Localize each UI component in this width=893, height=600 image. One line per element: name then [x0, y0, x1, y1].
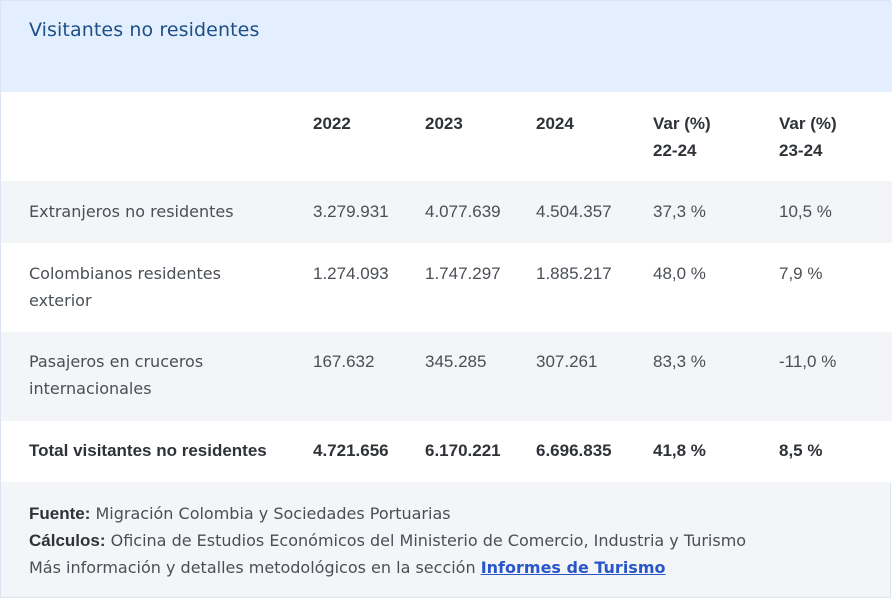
- card-title: Visitantes no residentes: [29, 19, 260, 41]
- cell-2024: 4.504.357: [536, 202, 612, 221]
- source-label: Fuente:: [29, 504, 91, 523]
- more-info-text: Más información y detalles metodológicos…: [29, 558, 481, 577]
- header-var-23-24: Var (%) 23-24: [779, 114, 837, 160]
- cell-2023: 1.747.297: [425, 264, 501, 283]
- row-label: Colombianos residentes exterior: [29, 264, 221, 310]
- table-notes: Fuente: Migración Colombia y Sociedades …: [29, 500, 746, 581]
- header-2024: 2024: [536, 114, 574, 133]
- total-2022: 4.721.656: [313, 441, 389, 460]
- cell-var-23-24: -11,0 %: [779, 352, 837, 371]
- source-note: Fuente: Migración Colombia y Sociedades …: [29, 500, 746, 527]
- table-header-row: 2022 2023 2024 Var (%) 22-24 Var (%) 23-24: [1, 92, 892, 181]
- cell-var-23-24: 10,5 %: [779, 202, 832, 221]
- total-label: Total visitantes no residentes: [29, 441, 267, 460]
- cell-2022: 3.279.931: [313, 202, 389, 221]
- total-var-22-24: 41,8 %: [653, 441, 706, 460]
- more-info-note: Más información y detalles metodológicos…: [29, 554, 746, 581]
- cell-var-22-24: 48,0 %: [653, 264, 706, 283]
- cell-2024: 1.885.217: [536, 264, 612, 283]
- total-var-23-24: 8,5 %: [779, 441, 823, 460]
- calc-note: Cálculos: Oficina de Estudios Económicos…: [29, 527, 746, 554]
- cell-2022: 1.274.093: [313, 264, 389, 283]
- table-row: Colombianos residentes exterior 1.274.093…: [1, 243, 892, 332]
- total-2024: 6.696.835: [536, 441, 612, 460]
- total-row: Total visitantes no residentes 4.721.656…: [1, 421, 892, 482]
- cell-2023: 4.077.639: [425, 202, 501, 221]
- cell-var-22-24: 37,3 %: [653, 202, 706, 221]
- calc-label: Cálculos:: [29, 531, 106, 550]
- header-empty: [1, 92, 313, 181]
- informes-turismo-link[interactable]: Informes de Turismo: [480, 558, 666, 577]
- total-2023: 6.170.221: [425, 441, 501, 460]
- cell-2023: 345.285: [425, 352, 487, 371]
- cell-var-23-24: 7,9 %: [779, 264, 823, 283]
- header-2023: 2023: [425, 114, 463, 133]
- row-label: Extranjeros no residentes: [29, 202, 234, 221]
- table-row: Extranjeros no residentes 3.279.931 4.07…: [1, 181, 892, 243]
- cell-var-22-24: 83,3 %: [653, 352, 706, 371]
- row-label: Pasajeros en cruceros internacionales: [29, 352, 204, 398]
- cell-2024: 307.261: [536, 352, 598, 371]
- source-text: Migración Colombia y Sociedades Portuari…: [90, 504, 451, 523]
- table-row: Pasajeros en cruceros internacionales 167…: [1, 332, 892, 421]
- header-2022: 2022: [313, 114, 351, 133]
- visitors-table: 2022 2023 2024 Var (%) 22-24 Var (%) 23-24…: [1, 92, 892, 482]
- header-var-22-24: Var (%) 22-24: [653, 114, 711, 160]
- cell-2022: 167.632: [313, 352, 375, 371]
- calc-text: Oficina de Estudios Económicos del Minis…: [105, 531, 747, 550]
- card-header: Visitantes no residentes: [1, 1, 892, 92]
